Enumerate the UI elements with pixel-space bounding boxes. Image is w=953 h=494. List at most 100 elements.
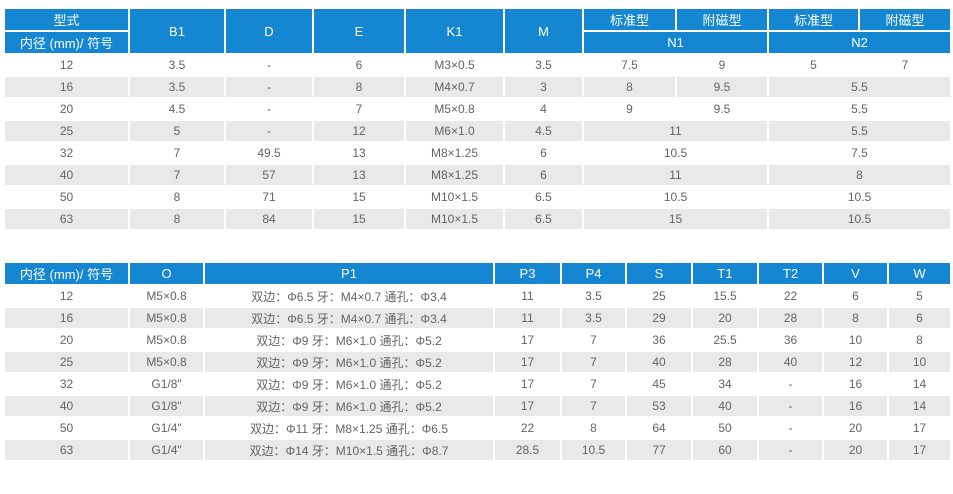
table-cell: 29 [625,306,693,330]
table-cell: 7 [560,328,627,352]
table1-body: 12 3.5-6 M3×0.5 3.5 7.5 9 5 7 16 3.5-8 M4×0.7 3 8 9.5… [3,53,952,231]
header-n1-standard: 标准型 [582,7,677,32]
header-n2-magnetic: 附磁型 [858,7,952,32]
table-cell: 50 [3,185,130,209]
table-row: 40 G1/8" 双边：Φ9 牙：M6×1.0 通孔：Φ5.2 17 7 53 40-16 1… [3,394,952,418]
table-cell: 40 [3,163,130,187]
table-cell: 7 [128,163,226,187]
table-cell: 17 [493,350,562,374]
table-cell: 10 [887,350,952,374]
table-cell: - [224,119,314,143]
table-cell: 7 [560,372,627,396]
table-cell: 5.5 [767,119,952,143]
table-cell: 5 [887,284,952,308]
table-cell: 17 [887,416,952,440]
table-cell: 20 [3,97,130,121]
table-cell: - [757,438,824,462]
table-cell: 7.5 [582,53,677,77]
table-cell: 40 [625,350,693,374]
table-cell: 双边：Φ14 牙：M10×1.5 通孔：Φ8.7 [203,438,495,462]
table-cell: M3×0.5 [404,53,505,77]
table-cell: 3.5 [560,284,627,308]
table-cell: 8 [312,75,406,99]
table-cell: 20 [691,306,759,330]
table-cell: 28 [691,350,759,374]
table-row: 32 7 49.5 13 M8×1.25 6 10.5 7.5 [3,141,952,165]
table-cell: M4×0.7 [404,75,505,99]
table-cell: 双边：Φ9 牙：M6×1.0 通孔：Φ5.2 [203,328,495,352]
table-cell: 3.5 [560,306,627,330]
table-cell: 3.5 [128,53,226,77]
table-cell: 63 [3,438,130,462]
table-cell: - [224,75,314,99]
table-cell: 6 [312,53,406,77]
table-cell: 6 [503,163,584,187]
table-cell: 10 [822,328,889,352]
header-col-m: M [503,7,584,55]
table-cell: 9.5 [675,97,769,121]
table-cell: 25.5 [691,328,759,352]
table-cell: - [757,394,824,418]
table-cell: M6×1.0 [404,119,505,143]
table1-header: 型式 B1 D E K1 M 标准型 附磁型 标准型 附磁型 内径 (mm)/ … [3,7,952,55]
table-cell: 53 [625,394,693,418]
table-cell: 4 [503,97,584,121]
table-cell: 63 [3,207,130,231]
table-cell: 6.5 [503,207,584,231]
table-cell: 8 [582,75,677,99]
table-row: 63 G1/4" 双边：Φ14 牙：M10×1.5 通孔：Φ8.7 28.5 10.5 7… [3,438,952,462]
table-row: 16 3.5-8 M4×0.7 3 8 9.5 5.5 [3,75,952,99]
header-col-b1: B1 [128,7,226,55]
table-cell: 7 [312,97,406,121]
table-cell: - [224,53,314,77]
table-cell: - [757,416,824,440]
table-cell: 3.5 [503,53,584,77]
table-cell: 双边：Φ9 牙：M6×1.0 通孔：Φ5.2 [203,372,495,396]
header-col-t1: T1 [691,261,759,286]
table-cell: 15 [312,185,406,209]
table-cell: 双边：Φ11 牙：M8×1.25 通孔：Φ6.5 [203,416,495,440]
table-row: 40 7 57 13 M8×1.25 6 11 8 [3,163,952,187]
header-col-n2: N2 [767,30,952,55]
table-cell: 12 [822,350,889,374]
table-cell: 14 [887,372,952,396]
header-col-p1: P1 [203,261,495,286]
header-bore-label: 内径 (mm)/ 符号 [3,30,130,55]
table-cell: 8 [767,163,952,187]
table-cell: 11 [493,284,562,308]
table-row: 25 M5×0.8 双边：Φ9 牙：M6×1.0 通孔：Φ5.2 17 7 40 28 40 1… [3,350,952,374]
table-cell: 7 [560,350,627,374]
table-cell: 9 [675,53,769,77]
table-row: 50 8 71 15 M10×1.5 6.5 10.5 10.5 [3,185,952,209]
table-cell: M5×0.8 [128,306,205,330]
table-cell: 12 [312,119,406,143]
header-col-n1: N1 [582,30,769,55]
header-n2-standard: 标准型 [767,7,860,32]
table-cell: 40 [691,394,759,418]
table-cell: 8 [128,207,226,231]
table-cell: M5×0.8 [128,328,205,352]
table-cell: 5 [128,119,226,143]
table-cell: M5×0.8 [404,97,505,121]
header-col-k1: K1 [404,7,505,55]
table-cell: 6 [887,306,952,330]
table-cell: 7 [560,394,627,418]
table-cell: 17 [493,328,562,352]
table-cell: 49.5 [224,141,314,165]
table-cell: 15.5 [691,284,759,308]
table-cell: 11 [493,306,562,330]
table-cell: 16 [822,372,889,396]
table-cell: M5×0.8 [128,350,205,374]
table-cell: 5 [767,53,860,77]
table-cell: 20 [822,416,889,440]
header-col-w: W [887,261,952,286]
table-cell: M10×1.5 [404,185,505,209]
table-cell: 57 [224,163,314,187]
table-cell: 7 [128,141,226,165]
table-row: 12 3.5-6 M3×0.5 3.5 7.5 9 5 7 [3,53,952,77]
table-cell: 15 [582,207,769,231]
header-bore-label-2: 内径 (mm)/ 符号 [3,261,130,286]
table-cell: 6 [503,141,584,165]
table-row: 63 8 84 15 M10×1.5 6.5 15 10.5 [3,207,952,231]
header-type-label: 型式 [3,7,130,32]
